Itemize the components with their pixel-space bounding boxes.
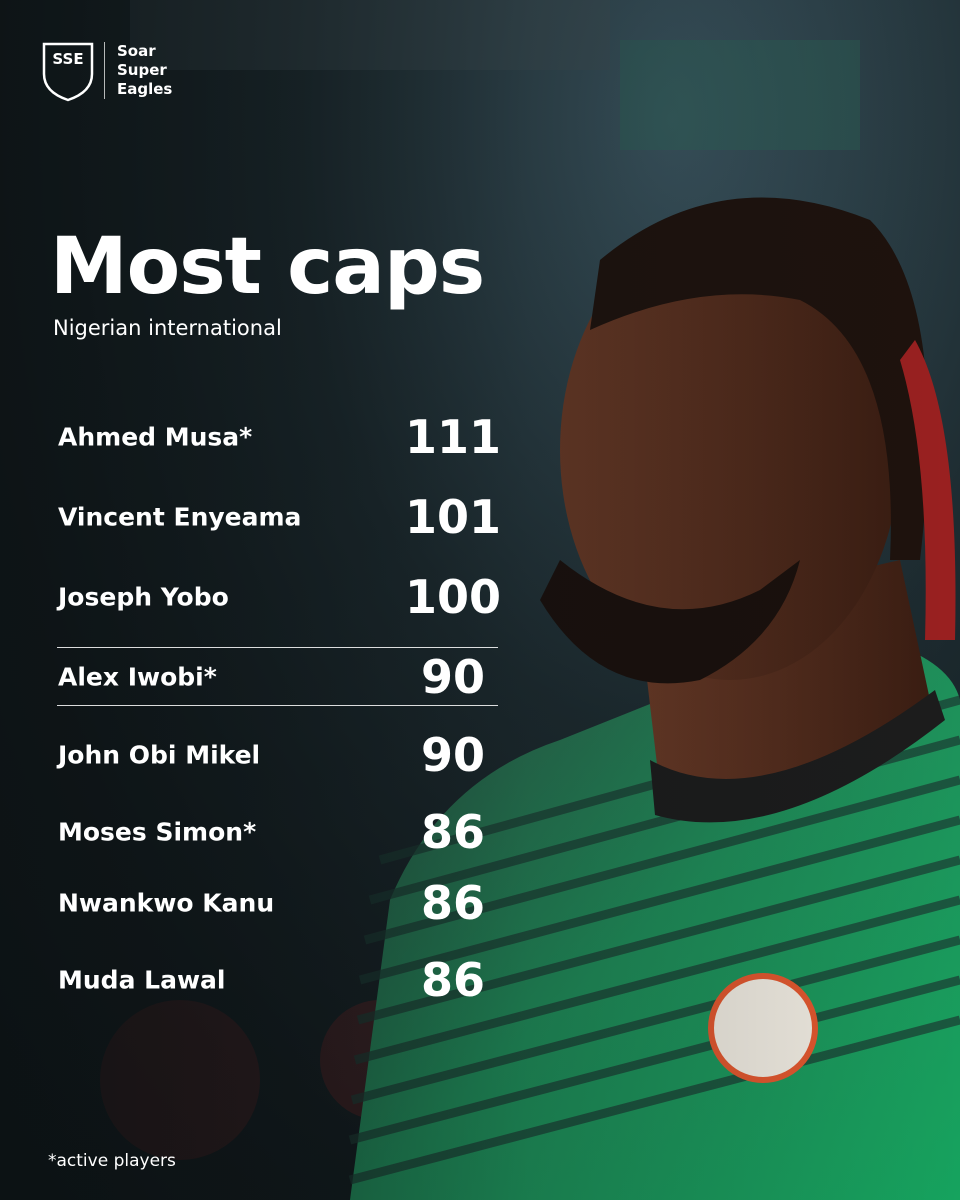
player-name: John Obi Mikel [58,740,261,770]
player-name: Nwankwo Kanu [58,888,275,918]
caps-count: 86 [420,876,485,930]
player-row: Ahmed Musa* 111 [58,407,501,467]
highlight-rule [57,705,498,706]
player-name: Alex Iwobi* [58,662,217,692]
caps-count: 101 [404,490,502,544]
player-row: John Obi Mikel 90 [58,725,498,785]
logo-line: Eagles [117,80,173,98]
player-row: Nwankwo Kanu 86 [58,873,498,933]
logo-line: Super [117,61,167,79]
player-row: Joseph Yobo 100 [58,567,501,627]
caps-count: 90 [420,650,485,704]
title: Most caps [50,222,485,312]
caps-count: 86 [420,953,485,1007]
caps-count: 111 [404,410,502,464]
logo-mark: SSE [52,50,83,68]
player-name: Vincent Enyeama [58,502,302,532]
caps-count: 90 [420,728,485,782]
subtitle: Nigerian international [53,316,282,340]
footnote: *active players [48,1151,176,1171]
caps-count: 86 [420,805,485,859]
player-row: Moses Simon* 86 [58,802,498,862]
player-row: Alex Iwobi* 90 [58,647,498,707]
player-name: Ahmed Musa* [58,422,253,452]
player-row: Muda Lawal 86 [58,950,498,1010]
player-name: Moses Simon* [58,817,257,847]
player-name: Joseph Yobo [58,582,229,612]
caps-count: 100 [404,570,502,624]
highlight-rule [57,647,498,648]
logo-badge: SSE [42,42,94,102]
logo-text: Soar Super Eagles [104,42,172,99]
logo-line: Soar [117,42,156,60]
player-row: Vincent Enyeama 101 [58,487,501,547]
player-name: Muda Lawal [58,965,226,995]
